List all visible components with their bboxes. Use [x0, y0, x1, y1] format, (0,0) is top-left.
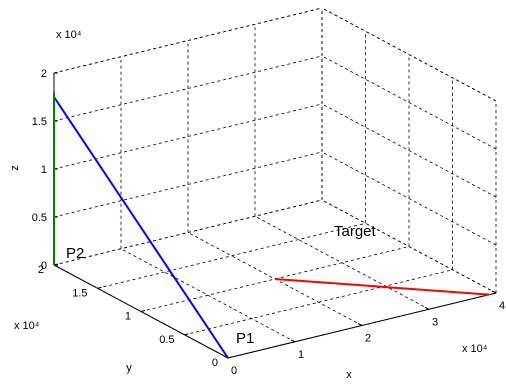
- z-exponent-label: x 10⁴: [56, 29, 82, 41]
- z-tick-label: 1.5: [32, 116, 47, 128]
- y-tick-label: 0: [212, 357, 218, 369]
- y-tick-mark: [140, 310, 146, 312]
- x-tick-label: 2: [365, 333, 371, 345]
- x-axis-label: x: [346, 369, 352, 381]
- x-tick-mark: [491, 290, 497, 294]
- grid-line-right-z: [321, 199, 497, 294]
- grid-line-right-z: [321, 55, 497, 150]
- z-tick-label: 2: [41, 68, 47, 80]
- z-tick-label: 0: [41, 260, 47, 272]
- grid-line-back-z: [53, 199, 323, 266]
- y-tick-label: 1.5: [72, 287, 87, 299]
- y-exponent-label: x 10⁴: [14, 320, 40, 332]
- y-tick-mark: [184, 333, 189, 336]
- grid-line-right-z: [321, 151, 497, 246]
- grid-line-back-z: [53, 151, 323, 218]
- x-tick-mark: [357, 323, 363, 326]
- y-tick-mark: [227, 356, 233, 359]
- grid-line-back-z: [53, 103, 323, 170]
- z-tick-label: 0.5: [32, 212, 47, 224]
- axes-layer: [53, 72, 497, 359]
- y-tick-label: 0.5: [159, 334, 174, 346]
- x-tick-label: 1: [298, 349, 304, 361]
- box-edge-top-back: [53, 7, 323, 74]
- z-tick-label: 1: [41, 164, 47, 176]
- x-exponent-label: x 10⁴: [462, 343, 488, 355]
- grid-line-floor-y: [184, 269, 453, 336]
- grid-line-floor-y: [140, 246, 410, 312]
- series-layer: [53, 92, 490, 359]
- annotation-target: Target: [334, 223, 377, 240]
- x-tick-mark: [290, 339, 296, 343]
- z-axis-label: z: [9, 165, 21, 171]
- y-tick-label: 1: [125, 311, 131, 323]
- x-tick-label: 0: [231, 365, 237, 377]
- y-tick-mark: [97, 286, 102, 289]
- grid-line-floor-y: [97, 222, 366, 289]
- annotation-p1: P1: [236, 330, 254, 347]
- y-axis-label: y: [126, 362, 132, 374]
- x-tick-mark: [424, 306, 430, 310]
- grid-line-right-z: [321, 103, 497, 198]
- x-tick-label: 4: [499, 300, 505, 312]
- grid-layer: [53, 7, 497, 359]
- series-line-target: [274, 278, 490, 296]
- grid-line-back-z: [53, 55, 323, 122]
- annotation-p2: P2: [66, 245, 84, 262]
- series-line-p1: [53, 96, 229, 359]
- y-tick-label: 2: [38, 264, 44, 276]
- x-tick-label: 3: [432, 316, 438, 328]
- box-edge-top-right: [321, 7, 497, 102]
